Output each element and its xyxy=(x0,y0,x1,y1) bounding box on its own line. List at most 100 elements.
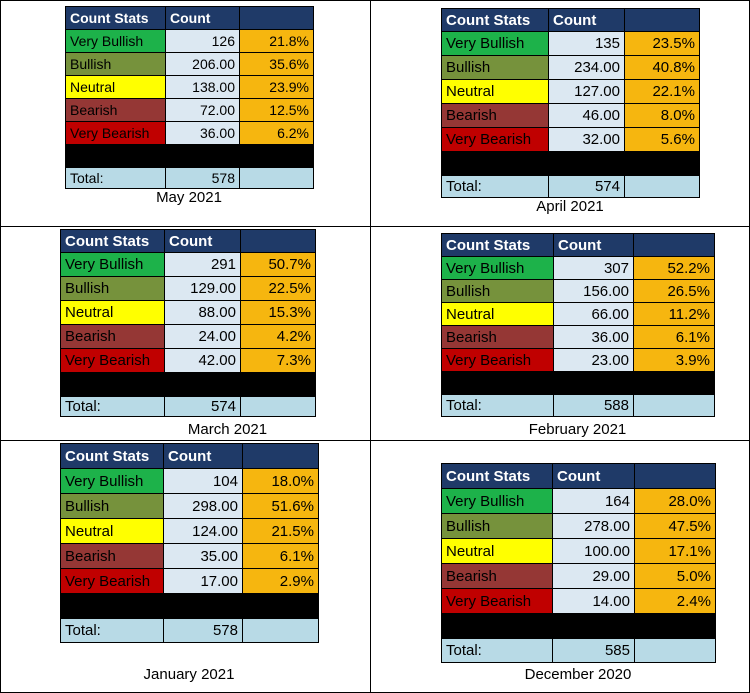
spacer-cell xyxy=(65,144,166,168)
label-bearish: Bearish xyxy=(60,324,165,349)
count-bearish: 29.00 xyxy=(552,563,635,589)
spacer-cell xyxy=(239,144,314,168)
count-very-bullish: 164 xyxy=(552,488,635,514)
label-neutral: Neutral xyxy=(441,79,549,104)
count-very-bullish: 135 xyxy=(548,31,625,56)
label-very-bearish: Very Bearish xyxy=(441,348,554,372)
header-blank xyxy=(624,8,700,32)
total-label: Total: xyxy=(441,175,549,198)
total-value: 578 xyxy=(163,618,243,643)
pct-very-bullish: 28.0% xyxy=(634,488,716,514)
spacer-cell xyxy=(60,593,164,619)
pct-neutral: 17.1% xyxy=(634,538,716,564)
label-very-bullish: Very Bullish xyxy=(60,468,164,494)
pct-very-bullish: 18.0% xyxy=(242,468,319,494)
label-bullish: Bullish xyxy=(441,513,553,539)
label-neutral: Neutral xyxy=(60,518,164,544)
pct-very-bullish: 23.5% xyxy=(624,31,700,56)
total-blank xyxy=(634,638,716,663)
count-bullish: 129.00 xyxy=(164,276,241,301)
pct-bullish: 35.6% xyxy=(239,52,314,76)
spacer-cell xyxy=(242,593,319,619)
total-blank xyxy=(633,394,715,417)
pct-very-bullish: 52.2% xyxy=(633,256,715,280)
label-very-bullish: Very Bullish xyxy=(60,252,165,277)
count-bearish: 35.00 xyxy=(163,543,243,569)
label-very-bullish: Very Bullish xyxy=(441,488,553,514)
total-label: Total: xyxy=(65,167,166,189)
pct-very-bearish: 3.9% xyxy=(633,348,715,372)
pct-bearish: 6.1% xyxy=(633,325,715,349)
count-neutral: 138.00 xyxy=(165,75,240,99)
count-very-bearish: 36.00 xyxy=(165,121,240,145)
pct-very-bearish: 7.3% xyxy=(240,348,316,373)
spacer-cell xyxy=(441,371,554,395)
label-very-bullish: Very Bullish xyxy=(441,256,554,280)
panel-caption: December 2020 xyxy=(524,666,632,683)
count-bullish: 298.00 xyxy=(163,493,243,519)
count-very-bearish: 14.00 xyxy=(552,588,635,614)
total-label: Total: xyxy=(60,618,164,643)
label-bearish: Bearish xyxy=(60,543,164,569)
spacer-cell xyxy=(548,151,625,176)
stats-table-march-2021: Count Stats Count Very Bullish 291 50.7% Bu… xyxy=(60,229,316,417)
grid-border-left xyxy=(0,0,1,693)
header-blank xyxy=(633,233,715,257)
count-neutral: 100.00 xyxy=(552,538,635,564)
count-neutral: 124.00 xyxy=(163,518,243,544)
total-value: 574 xyxy=(548,175,625,198)
pct-neutral: 15.3% xyxy=(240,300,316,325)
pct-neutral: 23.9% xyxy=(239,75,314,99)
count-very-bearish: 17.00 xyxy=(163,568,243,594)
count-very-bearish: 32.00 xyxy=(548,127,625,152)
pct-very-bullish: 50.7% xyxy=(240,252,316,277)
count-very-bullish: 126 xyxy=(165,29,240,53)
pct-very-bearish: 6.2% xyxy=(239,121,314,145)
panel-caption: January 2021 xyxy=(143,666,235,683)
count-neutral: 88.00 xyxy=(164,300,241,325)
header-blank xyxy=(240,229,316,253)
count-bullish: 156.00 xyxy=(553,279,634,303)
header-count-stats: Count Stats xyxy=(441,463,553,489)
count-very-bullish: 104 xyxy=(163,468,243,494)
label-neutral: Neutral xyxy=(60,300,165,325)
count-very-bullish: 291 xyxy=(164,252,241,277)
total-value: 588 xyxy=(553,394,634,417)
total-blank xyxy=(242,618,319,643)
label-bearish: Bearish xyxy=(441,103,549,128)
spacer-cell xyxy=(634,613,716,639)
pct-bullish: 51.6% xyxy=(242,493,319,519)
pct-bullish: 40.8% xyxy=(624,55,700,80)
header-count-stats: Count Stats xyxy=(65,6,166,30)
spacer-cell xyxy=(441,613,553,639)
total-blank xyxy=(239,167,314,189)
stats-table-february-2021: Count Stats Count Very Bullish 307 52.2% Bu… xyxy=(441,233,715,417)
pct-very-bullish: 21.8% xyxy=(239,29,314,53)
count-neutral: 127.00 xyxy=(548,79,625,104)
pct-neutral: 21.5% xyxy=(242,518,319,544)
grid-divider-row1 xyxy=(0,226,750,227)
count-bearish: 36.00 xyxy=(553,325,634,349)
label-neutral: Neutral xyxy=(441,538,553,564)
pct-bearish: 4.2% xyxy=(240,324,316,349)
panel-caption: May 2021 xyxy=(156,189,222,206)
stats-table-december-2020: Count Stats Count Very Bullish 164 28.0% Bu… xyxy=(441,463,716,663)
pct-bearish: 12.5% xyxy=(239,98,314,122)
pct-bearish: 5.0% xyxy=(634,563,716,589)
spacer-cell xyxy=(441,151,549,176)
label-bearish: Bearish xyxy=(441,325,554,349)
pct-bullish: 26.5% xyxy=(633,279,715,303)
count-bearish: 24.00 xyxy=(164,324,241,349)
header-count-stats: Count Stats xyxy=(60,443,164,469)
total-blank xyxy=(624,175,700,198)
total-value: 585 xyxy=(552,638,635,663)
label-very-bearish: Very Bearish xyxy=(60,348,165,373)
grid-divider-row2 xyxy=(0,440,750,441)
label-neutral: Neutral xyxy=(65,75,166,99)
count-bearish: 46.00 xyxy=(548,103,625,128)
total-value: 578 xyxy=(165,167,240,189)
spacer-cell xyxy=(60,372,165,397)
label-bullish: Bullish xyxy=(441,55,549,80)
pct-very-bearish: 5.6% xyxy=(624,127,700,152)
pct-very-bearish: 2.9% xyxy=(242,568,319,594)
